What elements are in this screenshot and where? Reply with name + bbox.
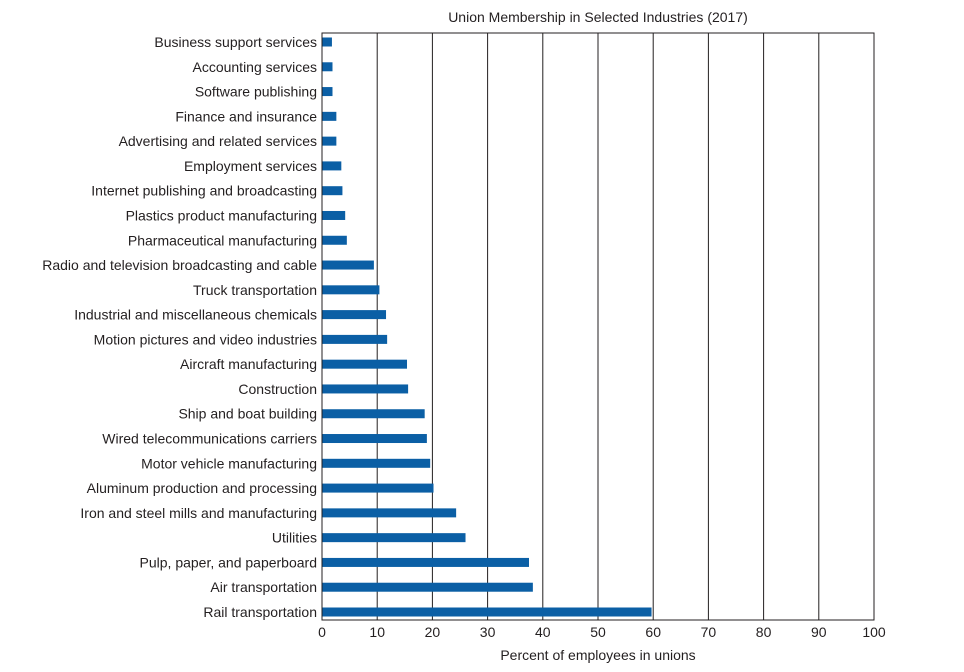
bars	[322, 37, 652, 617]
bar	[322, 62, 333, 72]
category-label: Finance and insurance	[175, 108, 317, 124]
category-label: Business support services	[154, 34, 317, 50]
bar	[322, 235, 347, 245]
x-tick-label: 60	[645, 624, 661, 640]
bar	[322, 334, 388, 344]
category-label: Plastics product manufacturing	[126, 207, 317, 223]
category-label: Construction	[238, 381, 317, 397]
bar	[322, 557, 529, 567]
category-label: Advertising and related services	[119, 133, 317, 149]
x-tick-label: 40	[535, 624, 551, 640]
bar	[322, 508, 457, 518]
chart-title: Union Membership in Selected Industries …	[448, 9, 748, 25]
bar	[322, 533, 466, 543]
category-label: Software publishing	[195, 84, 317, 100]
x-tick-label: 30	[480, 624, 496, 640]
x-axis-title: Percent of employees in unions	[500, 647, 695, 663]
bar	[322, 483, 434, 493]
category-label: Aluminum production and processing	[87, 480, 317, 496]
category-label: Iron and steel mills and manufacturing	[80, 505, 317, 521]
x-tick-label: 50	[590, 624, 606, 640]
bar	[322, 136, 337, 146]
x-tick-label: 90	[811, 624, 827, 640]
category-label: Aircraft manufacturing	[180, 356, 317, 372]
bar	[322, 260, 374, 270]
bar	[322, 458, 431, 468]
bar	[322, 87, 333, 97]
category-label: Motor vehicle manufacturing	[141, 455, 317, 471]
bar	[322, 607, 652, 617]
category-label: Rail transportation	[203, 604, 317, 620]
bar	[322, 310, 387, 320]
bar	[322, 582, 533, 592]
x-tick-label: 10	[369, 624, 385, 640]
category-label: Wired telecommunications carriers	[102, 431, 317, 447]
category-labels: Business support services Accounting serv…	[42, 34, 317, 620]
category-label: Ship and boat building	[178, 406, 317, 422]
category-label: Internet publishing and broadcasting	[91, 183, 317, 199]
bar	[322, 210, 346, 220]
bar	[322, 161, 342, 171]
grid-lines	[376, 33, 820, 620]
category-label: Motion pictures and video industries	[94, 331, 317, 347]
category-label: Accounting services	[192, 59, 317, 75]
category-label: Employment services	[184, 158, 317, 174]
x-tick-label: 80	[756, 624, 772, 640]
bar	[322, 285, 380, 295]
category-label: Utilities	[272, 530, 317, 546]
category-label: Pulp, paper, and paperboard	[140, 554, 317, 570]
plot-frame	[321, 32, 875, 621]
x-tick-label: 70	[701, 624, 717, 640]
x-tick-label: 100	[862, 624, 886, 640]
bar	[322, 37, 332, 47]
category-label: Truck transportation	[193, 282, 317, 298]
bar	[322, 111, 337, 121]
bar	[322, 409, 425, 419]
bar	[322, 384, 409, 394]
category-label: Industrial and miscellaneous chemicals	[74, 307, 317, 323]
category-label: Pharmaceutical manufacturing	[128, 232, 317, 248]
x-tick-label: 0	[318, 624, 326, 640]
x-tick-labels: 0 10 20 30 40 50 60 70 80 90 100	[318, 624, 886, 640]
bar	[322, 434, 427, 444]
bar	[322, 186, 343, 196]
x-tick-label: 20	[425, 624, 441, 640]
category-label: Radio and television broadcasting and ca…	[42, 257, 317, 273]
bar	[322, 359, 408, 369]
category-label: Air transportation	[210, 579, 317, 595]
